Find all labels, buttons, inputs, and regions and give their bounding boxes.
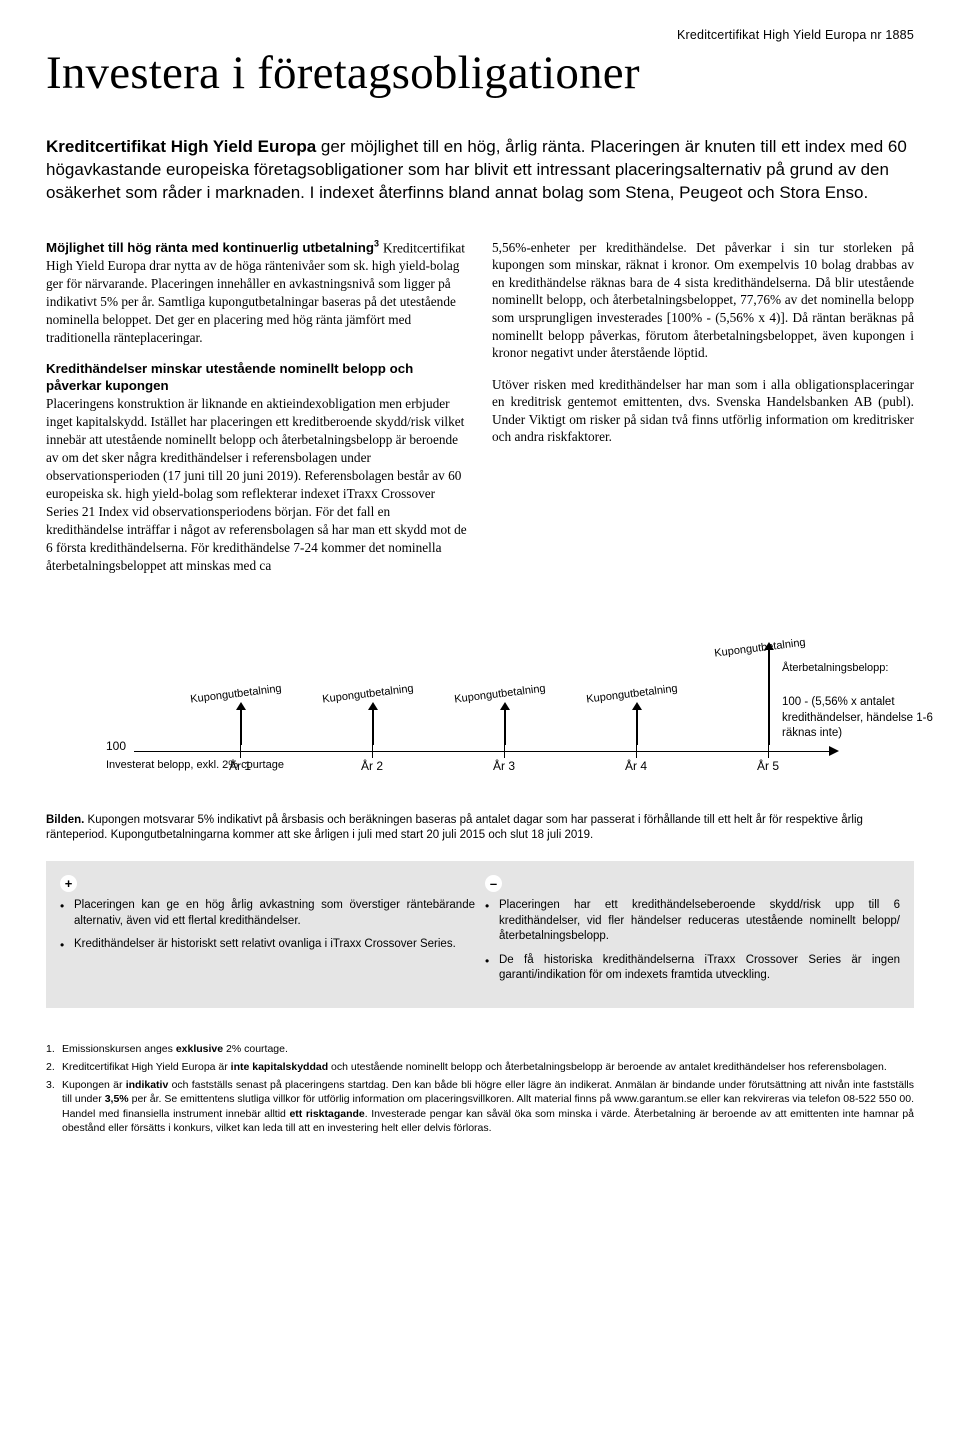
footnote-2: 2. Kreditcertifikat High Yield Europa är… xyxy=(46,1060,914,1074)
para-r1: 5,56%-enheter per kredithändelse. Det på… xyxy=(492,239,914,362)
subhead-1: Möjlighet till hög ränta med kontinuerli… xyxy=(46,240,379,255)
pros-cons-box: + Placeringen kan ge en hög årlig avkast… xyxy=(46,861,914,1008)
tick-y5 xyxy=(768,744,769,758)
year-label-4: År 4 xyxy=(616,759,656,773)
tick-y3 xyxy=(504,744,505,758)
uparrow-y3-icon xyxy=(504,709,506,745)
figure-caption-text: Kupongen motsvarar 5% indikativt på årsb… xyxy=(46,814,863,841)
timeline-arrowhead-icon xyxy=(829,746,839,756)
column-right: 5,56%-enheter per kredithändelse. Det på… xyxy=(492,239,914,576)
year-label-3: År 3 xyxy=(484,759,524,773)
tick-y4 xyxy=(636,744,637,758)
para-r2: Utöver risken med kredithändelser har ma… xyxy=(492,376,914,446)
uparrow-y5-icon xyxy=(768,649,770,745)
block-2: Kredithändelser minskar utestående nomin… xyxy=(46,361,468,575)
year-label-1: År 1 xyxy=(220,759,260,773)
uparrow-y4-icon xyxy=(636,709,638,745)
invest-amount-100: 100 xyxy=(106,739,126,753)
timeline-axis xyxy=(134,751,834,752)
year-label-5: År 5 xyxy=(748,759,788,773)
tick-y2 xyxy=(372,744,373,758)
page-title: Investera i företagsobligationer xyxy=(46,46,914,100)
column-left: Möjlighet till hög ränta med kontinuerli… xyxy=(46,239,468,576)
figure-caption-bold: Bilden. xyxy=(46,814,84,826)
plus-badge-icon: + xyxy=(60,875,77,892)
repayment-label: Återbetalningsbelopp: xyxy=(782,661,952,676)
para-2: Placeringens konstruktion är liknande en… xyxy=(46,396,467,573)
cons-column: – Placeringen har ett kredithändelsebero… xyxy=(485,875,900,992)
footnote-1: 1. Emissionskursen anges exklusive 2% co… xyxy=(46,1042,914,1056)
footnote-3: 3. Kupongen är indikativ och fastställs … xyxy=(46,1078,914,1135)
repayment-formula: 100 - (5,56% x antalet kredithändelser, … xyxy=(782,695,960,742)
year-label-2: År 2 xyxy=(352,759,392,773)
doc-id: Kreditcertifikat High Yield Europa nr 18… xyxy=(46,28,914,42)
footnotes: 1. Emissionskursen anges exklusive 2% co… xyxy=(46,1042,914,1135)
tick-y1 xyxy=(240,744,241,758)
subhead-2: Kredithändelser minskar utestående nomin… xyxy=(46,361,468,394)
lead-paragraph: Kreditcertifikat High Yield Europa ger m… xyxy=(46,136,914,205)
con-item-2: De få historiska kredithändelserna iTrax… xyxy=(485,953,900,984)
figure-caption: Bilden. Kupongen motsvarar 5% indikativt… xyxy=(46,813,914,843)
uparrow-y1-icon xyxy=(240,709,242,745)
pro-item-1: Placeringen kan ge en hög årlig avkastni… xyxy=(60,898,475,929)
para-1: Kreditcertifikat High Yield Europa drar … xyxy=(46,240,465,345)
pros-column: + Placeringen kan ge en hög årlig avkast… xyxy=(60,875,475,992)
con-item-1: Placeringen har ett kredithändelseberoen… xyxy=(485,898,900,945)
timeline-diagram: 100 Investerat belopp, exkl. 2% courtage… xyxy=(46,603,914,803)
block-1: Möjlighet till hög ränta med kontinuerli… xyxy=(46,239,468,347)
lead-bold: Kreditcertifikat High Yield Europa xyxy=(46,137,316,156)
uparrow-y2-icon xyxy=(372,709,374,745)
pro-item-2: Kredithändelser är historiskt sett relat… xyxy=(60,937,475,953)
minus-badge-icon: – xyxy=(485,875,502,892)
